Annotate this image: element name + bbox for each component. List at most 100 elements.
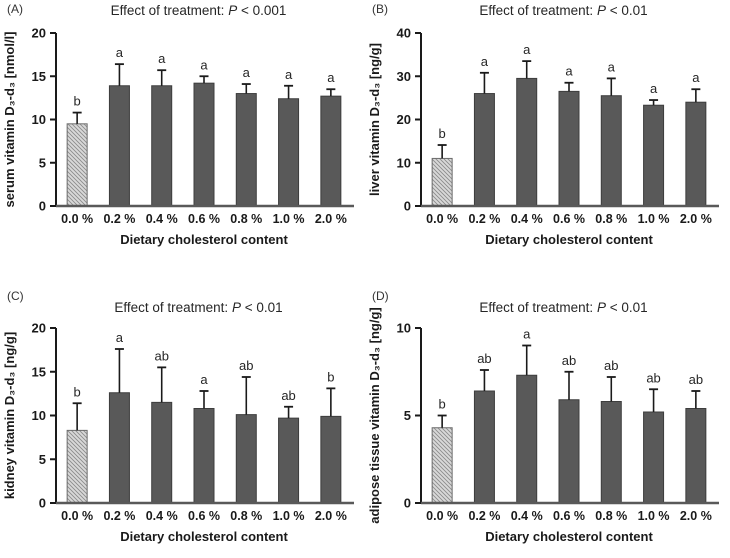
x-tick-label: 0.0 % <box>61 509 93 523</box>
sig-letter: ab <box>477 351 491 366</box>
sig-letter: a <box>243 65 251 80</box>
bar <box>473 93 495 207</box>
sig-letter: ab <box>239 358 253 373</box>
y-tick-label: 30 <box>397 69 411 84</box>
bar-hatched <box>66 429 88 504</box>
sig-letter: a <box>327 70 335 85</box>
chart-title-prefix: Effect of treatment: <box>479 300 597 315</box>
x-tick-label: 0.4 % <box>146 212 178 226</box>
chart-title: Effect of treatment: P < 0.01 <box>405 300 722 315</box>
bar-hatched <box>66 123 88 207</box>
bar <box>235 414 257 504</box>
y-tick-label: 10 <box>397 321 411 336</box>
panel-a-serum: (A) Effect of treatment: P < 0.001 0 5 10 1… <box>0 0 365 279</box>
y-axis-label: kidney vitamin D₃-d₃ [ng/g] <box>2 332 17 499</box>
sig-letter: a <box>481 54 489 69</box>
y-tick-label: 0 <box>404 496 411 511</box>
bar <box>558 90 580 207</box>
chart-title-threshold: < 0.01 <box>605 3 648 18</box>
chart-title-prefix: Effect of treatment: <box>479 3 597 18</box>
bar <box>516 77 538 207</box>
bar <box>600 95 622 207</box>
sig-letter: ab <box>281 388 295 403</box>
chart-title: Effect of treatment: P < 0.001 <box>40 3 357 18</box>
chart-title-threshold: < 0.01 <box>240 300 283 315</box>
bar <box>643 104 665 207</box>
bar <box>278 417 300 504</box>
x-tick-label: 0.8 % <box>595 212 627 226</box>
x-tick-label: 0.0 % <box>426 509 458 523</box>
y-tick-label: 5 <box>39 452 46 467</box>
panel-b-liver: (B) Effect of treatment: P < 0.01 0 10 20 3… <box>365 0 730 279</box>
sig-letter: ab <box>646 370 660 385</box>
x-tick-label: 0.4 % <box>511 212 543 226</box>
chart-title-threshold: < 0.001 <box>237 3 287 18</box>
panel-d-adipose: (D) Effect of treatment: P < 0.01 0 5 10 b 0… <box>365 279 730 558</box>
panel-letter: (A) <box>7 2 23 16</box>
y-tick-label: 5 <box>404 408 411 423</box>
sig-letter: b <box>439 126 446 141</box>
sig-letter: ab <box>154 348 168 363</box>
bar <box>151 401 173 504</box>
x-tick-label: 1.0 % <box>638 212 670 226</box>
sig-letter: a <box>200 57 208 72</box>
y-axis-label: liver vitamin D₃-d₃ [ng/g] <box>367 43 382 196</box>
x-tick-label: 0.4 % <box>146 509 178 523</box>
chart-title-p-symbol: P <box>231 300 241 315</box>
panel-letter: (D) <box>372 289 389 303</box>
sig-letter: ab <box>562 353 576 368</box>
y-tick-label: 10 <box>32 112 46 127</box>
bar-chart-adipose: 0 5 10 b 0.0 % ab 0.2 % a 0.4 % ab 0.6 % ab 0.8 % ab 1… <box>367 307 719 544</box>
sig-letter: a <box>692 70 700 85</box>
sig-letter: a <box>650 81 658 96</box>
sig-letter: a <box>608 59 616 74</box>
y-tick-label: 0 <box>404 199 411 214</box>
bar <box>320 415 342 504</box>
x-tick-label: 2.0 % <box>315 212 347 226</box>
bar <box>473 390 495 504</box>
y-tick-label: 20 <box>32 26 46 41</box>
sig-letter: b <box>439 397 446 412</box>
sig-letter: a <box>285 67 293 82</box>
x-tick-label: 0.2 % <box>468 509 500 523</box>
bar <box>108 392 130 504</box>
bar <box>685 101 707 207</box>
chart-title-prefix: Effect of treatment: <box>114 300 232 315</box>
x-axis-label: Dietary cholesterol content <box>485 232 653 247</box>
x-tick-label: 1.0 % <box>638 509 670 523</box>
sig-letter: b <box>327 369 334 384</box>
y-tick-label: 10 <box>397 155 411 170</box>
chart-title-prefix: Effect of treatment: <box>110 3 229 18</box>
x-tick-label: 0.0 % <box>426 212 458 226</box>
bar <box>320 95 342 207</box>
y-tick-label: 5 <box>39 155 46 170</box>
sig-letter: ab <box>689 372 703 387</box>
panel-c-kidney: (C) Effect of treatment: P < 0.01 0 5 10 15… <box>0 279 365 558</box>
x-axis-label: Dietary cholesterol content <box>485 529 653 544</box>
x-tick-label: 0.6 % <box>553 509 585 523</box>
x-tick-label: 2.0 % <box>680 212 712 226</box>
sig-letter: a <box>523 327 531 342</box>
sig-letter: a <box>565 64 573 79</box>
x-tick-label: 1.0 % <box>273 509 305 523</box>
bar-hatched <box>431 427 453 504</box>
sig-letter: b <box>74 94 81 109</box>
x-tick-label: 0.2 % <box>103 212 135 226</box>
sig-letter: a <box>200 372 208 387</box>
bar-hatched <box>431 157 453 207</box>
bar <box>643 411 665 504</box>
panel-letter: (C) <box>7 289 24 303</box>
y-tick-label: 20 <box>397 112 411 127</box>
x-tick-label: 2.0 % <box>680 509 712 523</box>
chart-title-threshold: < 0.01 <box>605 300 648 315</box>
y-tick-label: 20 <box>32 321 46 336</box>
chart-title-p-symbol: P <box>596 3 606 18</box>
panel-letter: (B) <box>372 2 388 16</box>
bar <box>193 408 215 504</box>
bar <box>278 98 300 207</box>
sig-letter: a <box>116 45 124 60</box>
sig-letter: ab <box>604 358 618 373</box>
bar-chart-liver: 0 10 20 30 40 b 0.0 % a 0.2 % a 0.4 % a 0.6 % a 0.8 % a… <box>367 26 719 247</box>
x-tick-label: 0.8 % <box>595 509 627 523</box>
y-tick-label: 10 <box>32 408 46 423</box>
